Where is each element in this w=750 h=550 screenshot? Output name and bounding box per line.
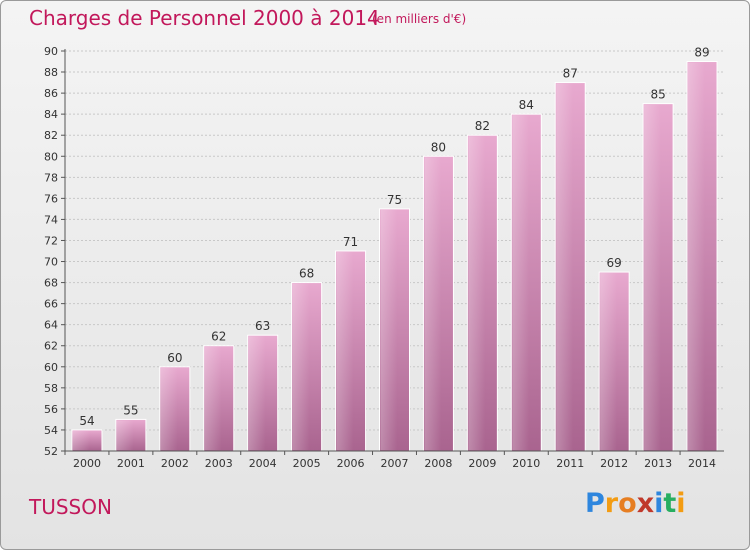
- data-label: 89: [694, 46, 709, 60]
- data-label: 84: [519, 98, 534, 112]
- bar-highlight: [204, 346, 233, 450]
- logo-letter: P: [585, 488, 605, 519]
- y-tick-label: 84: [44, 108, 58, 121]
- y-tick-label: 70: [44, 256, 58, 269]
- data-label: 82: [475, 119, 490, 133]
- y-tick-label: 58: [44, 382, 58, 395]
- chart-title: Charges de Personnel 2000 à 2014: [29, 6, 380, 30]
- y-tick-label: 68: [44, 277, 58, 290]
- y-tick-label: 80: [44, 150, 58, 163]
- bar-highlight: [512, 115, 541, 450]
- x-tick-label: 2001: [117, 457, 145, 470]
- data-label: 85: [650, 88, 665, 102]
- y-tick-label: 74: [44, 213, 58, 226]
- logo-letter: r: [604, 488, 619, 519]
- y-tick-label: 86: [44, 87, 58, 100]
- bar-highlight: [424, 157, 453, 450]
- data-label: 63: [255, 319, 270, 333]
- x-tick-label: 2002: [161, 457, 189, 470]
- data-label: 80: [431, 140, 446, 154]
- axes-layer: 52 54 56 58 60 62 64 66 68 70 72 74 76 78 80 82 84 86 88 90…: [44, 45, 724, 470]
- y-tick-label: 76: [44, 192, 58, 205]
- x-tick-label: 2009: [468, 457, 496, 470]
- bar-highlight: [72, 430, 101, 450]
- proxiti-logo: Proxiti: [585, 488, 686, 519]
- bar-highlight: [688, 62, 717, 451]
- x-tick-label: 2011: [556, 457, 584, 470]
- bar-highlight: [556, 83, 585, 450]
- bar-highlight: [644, 104, 673, 450]
- x-tick-label: 2010: [512, 457, 540, 470]
- chart-subtitle: (en milliers d'€): [372, 12, 467, 26]
- x-tick-label: 2005: [293, 457, 321, 470]
- x-tick-label: 2008: [424, 457, 452, 470]
- logo-letter: t: [663, 488, 677, 519]
- commune-name: TUSSON: [29, 495, 112, 519]
- bar-highlight: [116, 420, 145, 450]
- logo-letter: i: [654, 488, 664, 519]
- logo-letter: o: [618, 488, 637, 519]
- y-tick-label: 66: [44, 298, 58, 311]
- data-label: 54: [79, 414, 94, 428]
- x-tick-label: 2013: [644, 457, 672, 470]
- x-tick-label: 2006: [337, 457, 365, 470]
- logo-letter: x: [636, 488, 655, 519]
- bar-highlight: [600, 273, 629, 450]
- bar-highlight: [160, 367, 189, 450]
- data-label: 55: [123, 403, 138, 417]
- bar-highlight: [380, 209, 409, 450]
- x-tick-label: 2000: [73, 457, 101, 470]
- y-tick-label: 56: [44, 403, 58, 416]
- y-tick-label: 72: [44, 234, 58, 247]
- data-label: 75: [387, 193, 402, 207]
- bar-highlight: [292, 283, 321, 450]
- x-tick-label: 2014: [688, 457, 716, 470]
- x-tick-label: 2007: [381, 457, 409, 470]
- y-tick-label: 54: [44, 424, 58, 437]
- data-label: 62: [211, 330, 226, 344]
- data-label: 68: [299, 267, 314, 281]
- x-tick-label: 2003: [205, 457, 233, 470]
- y-tick-label: 52: [44, 445, 58, 458]
- data-label: 87: [563, 67, 578, 81]
- bar-highlight: [336, 252, 365, 450]
- y-tick-label: 90: [44, 45, 58, 58]
- y-tick-label: 62: [44, 340, 58, 353]
- data-label: 69: [607, 256, 622, 270]
- y-tick-label: 82: [44, 129, 58, 142]
- x-tick-label: 2012: [600, 457, 628, 470]
- data-label: 60: [167, 351, 182, 365]
- logo-letter: i: [676, 488, 686, 519]
- y-tick-label: 78: [44, 171, 58, 184]
- bars-layer: 54 55 60 62 63 68 71 75 80 82 84 87 69 85 89: [71, 46, 718, 452]
- y-tick-label: 60: [44, 361, 58, 374]
- x-tick-label: 2004: [249, 457, 277, 470]
- y-tick-label: 88: [44, 66, 58, 79]
- y-tick-label: 64: [44, 319, 58, 332]
- bar-highlight: [468, 136, 497, 451]
- data-label: 71: [343, 235, 358, 249]
- bar-highlight: [248, 336, 277, 450]
